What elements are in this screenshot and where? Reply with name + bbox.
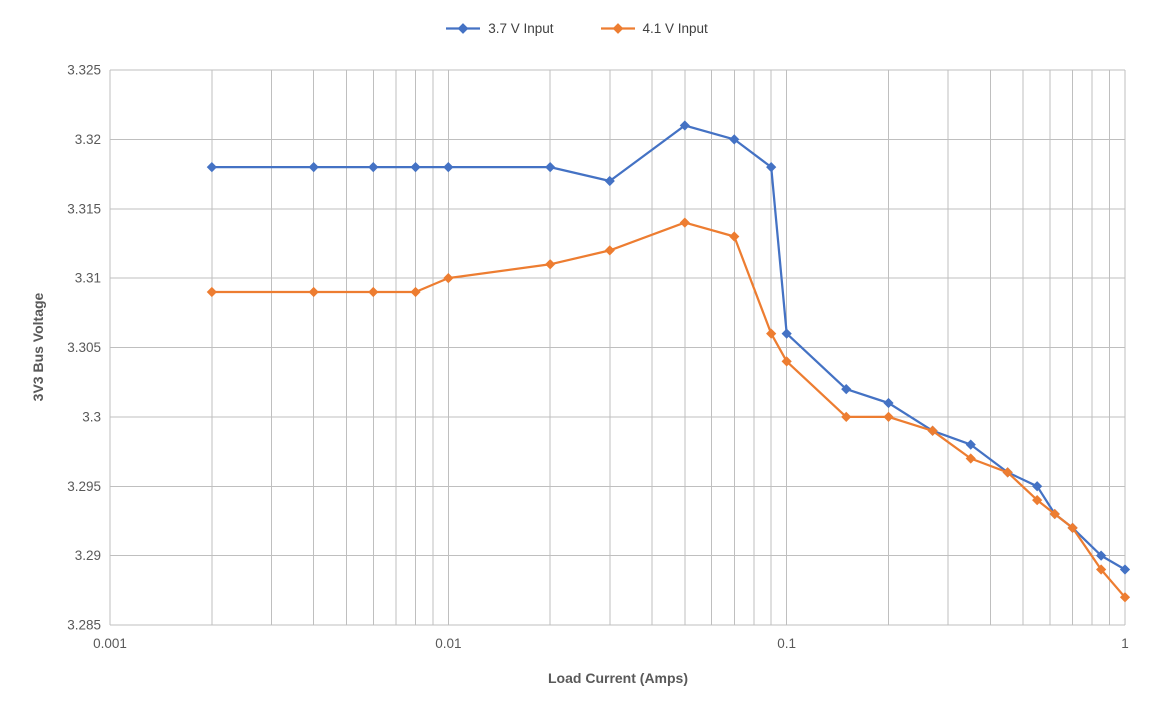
data-point-marker bbox=[729, 231, 740, 242]
data-point-marker bbox=[766, 162, 777, 173]
y-tick-label: 3.31 bbox=[75, 271, 101, 286]
data-point-marker bbox=[308, 162, 319, 173]
data-point-marker bbox=[1119, 592, 1131, 603]
data-point-marker bbox=[410, 162, 421, 173]
data-point-marker bbox=[1119, 564, 1131, 575]
data-point-marker bbox=[545, 162, 556, 173]
data-point-marker bbox=[841, 384, 852, 395]
data-point-marker bbox=[781, 328, 792, 339]
data-point-marker bbox=[1096, 564, 1107, 575]
y-tick-label: 3.295 bbox=[67, 479, 101, 494]
data-point-marker bbox=[927, 425, 938, 436]
data-point-marker bbox=[965, 439, 976, 450]
data-point-marker bbox=[206, 162, 217, 173]
chart-legend: 3.7 V Input 4.1 V Input bbox=[0, 21, 1153, 36]
data-point-marker bbox=[368, 286, 379, 298]
data-point-marker bbox=[443, 273, 454, 284]
y-tick-label: 3.315 bbox=[67, 201, 101, 216]
data-point-marker bbox=[1067, 522, 1078, 533]
data-point-marker bbox=[766, 328, 777, 339]
gridlines bbox=[109, 69, 1126, 626]
data-point-marker bbox=[1049, 508, 1060, 520]
data-point-marker bbox=[545, 259, 556, 270]
y-tick-label: 3.3 bbox=[82, 409, 101, 424]
data-point-marker bbox=[1002, 467, 1013, 478]
data-point-marker bbox=[679, 217, 690, 228]
legend-line-diamond-icon bbox=[600, 23, 635, 34]
data-point-marker bbox=[883, 397, 894, 409]
legend-label: 3.7 V Input bbox=[488, 21, 554, 36]
legend-line-diamond-icon bbox=[446, 23, 481, 34]
data-point-marker bbox=[729, 134, 740, 145]
x-tick-label: 0.1 bbox=[777, 636, 796, 651]
legend-item-3v7-input[interactable]: 3.7 V Input bbox=[445, 21, 554, 36]
y-tick-label: 3.305 bbox=[67, 340, 101, 355]
y-tick-label: 3.29 bbox=[75, 548, 101, 563]
data-point-marker bbox=[1032, 495, 1043, 506]
data-point-marker bbox=[883, 411, 894, 422]
data-point-marker bbox=[965, 453, 976, 464]
y-tick-label: 3.285 bbox=[67, 618, 101, 633]
data-point-marker bbox=[604, 245, 615, 256]
data-point-marker bbox=[308, 286, 319, 298]
y-tick-label: 3.32 bbox=[75, 132, 101, 147]
tick-labels: 3.285 3.29 3.295 3.3 3.305 3.31 3.315 3.32 3.325… bbox=[67, 63, 1129, 652]
data-point-marker bbox=[368, 162, 379, 173]
legend-item-4v1-input[interactable]: 4.1 V Input bbox=[600, 21, 708, 36]
legend-label: 4.1 V Input bbox=[642, 21, 708, 36]
data-point-marker bbox=[841, 411, 852, 422]
series-markers-1 bbox=[206, 217, 1131, 603]
data-point-marker bbox=[1096, 550, 1107, 561]
data-point-marker bbox=[443, 162, 454, 173]
x-tick-label: 1 bbox=[1121, 636, 1129, 651]
data-point-marker bbox=[604, 175, 615, 187]
y-axis-title: 3V3 Bus Voltage bbox=[30, 292, 46, 402]
x-tick-label: 0.001 bbox=[93, 636, 127, 651]
x-axis-title: Load Current (Amps) bbox=[548, 670, 688, 686]
series-line-1 bbox=[210, 221, 1127, 599]
x-tick-label: 0.01 bbox=[435, 636, 461, 651]
data-point-marker bbox=[679, 120, 690, 131]
data-point-marker bbox=[1032, 481, 1043, 492]
data-point-marker bbox=[206, 286, 217, 298]
y-tick-label: 3.325 bbox=[67, 63, 101, 78]
data-point-marker bbox=[781, 356, 792, 367]
data-point-marker bbox=[410, 286, 421, 298]
